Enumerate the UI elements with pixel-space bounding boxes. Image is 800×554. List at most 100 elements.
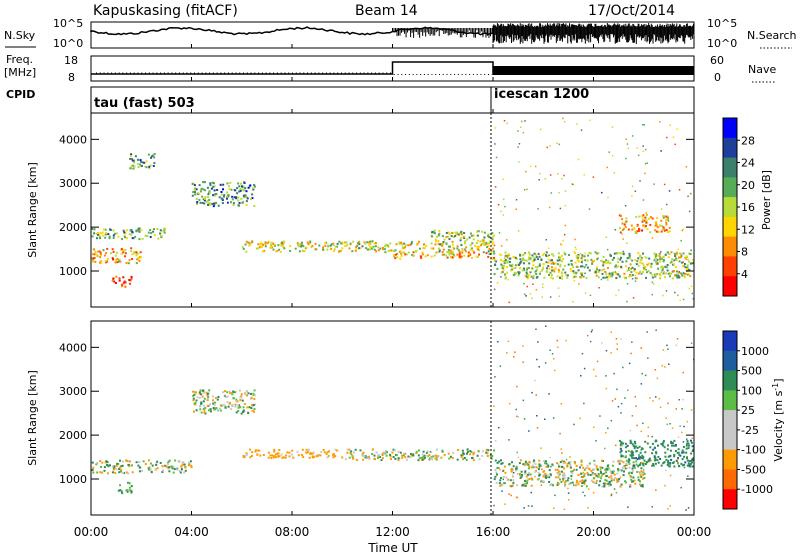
range-cell xyxy=(531,254,534,257)
range-cell xyxy=(611,258,614,261)
range-cell xyxy=(377,246,380,249)
range-cell xyxy=(206,405,209,407)
range-cell xyxy=(239,396,242,399)
scatter-cell xyxy=(688,210,691,213)
range-cell xyxy=(203,397,206,400)
range-cell xyxy=(230,188,233,191)
range-cell xyxy=(131,258,134,260)
range-cell xyxy=(691,461,693,464)
range-cell xyxy=(119,260,122,263)
colorbar-tick-label: -500 xyxy=(741,463,766,476)
scatter-cell xyxy=(611,155,614,157)
range-cell xyxy=(246,197,249,200)
range-cell xyxy=(441,449,444,452)
nave-dot xyxy=(280,72,282,74)
scatter-cell xyxy=(681,229,684,232)
range-cell xyxy=(394,249,397,252)
range-cell xyxy=(238,190,241,193)
range-cell xyxy=(577,474,580,476)
range-cell xyxy=(661,267,664,270)
range-cell xyxy=(597,271,600,274)
range-cell xyxy=(527,463,530,466)
range-cell xyxy=(148,165,151,168)
range-cell xyxy=(533,459,535,462)
range-cell xyxy=(545,254,547,257)
velocity-ylabel: Slant Range [km] xyxy=(26,370,39,466)
scatter-cell xyxy=(631,195,633,197)
range-cell xyxy=(249,456,252,459)
range-cell xyxy=(443,238,446,241)
range-cell xyxy=(607,261,610,264)
range-cell xyxy=(583,468,586,471)
range-cell xyxy=(648,257,651,260)
colorbar-segment xyxy=(723,350,737,372)
range-cell xyxy=(213,404,216,407)
range-cell xyxy=(599,480,602,483)
nave-dot xyxy=(276,72,278,74)
frequency-trace xyxy=(91,61,494,75)
colorbar-tick-label: 1000 xyxy=(741,345,769,358)
range-cell xyxy=(390,458,392,460)
range-cell xyxy=(632,461,635,464)
range-cell xyxy=(519,474,522,476)
range-cell xyxy=(450,235,453,238)
scatter-cell xyxy=(660,208,663,210)
scatter-cell xyxy=(557,287,560,289)
scatter-cell xyxy=(669,474,672,477)
range-cell xyxy=(352,457,355,460)
range-cell xyxy=(206,199,209,202)
range-cell xyxy=(379,456,382,458)
range-cell xyxy=(207,395,210,398)
range-cell xyxy=(554,468,557,471)
range-cell xyxy=(567,477,570,480)
range-cell xyxy=(537,468,540,471)
scatter-cell xyxy=(619,476,622,479)
range-cell xyxy=(208,199,211,201)
range-cell xyxy=(322,246,325,249)
range-cell xyxy=(472,234,475,237)
range-cell xyxy=(279,250,282,253)
range-cell xyxy=(241,399,244,402)
range-cell xyxy=(387,250,390,253)
scatter-cell xyxy=(666,344,668,347)
scatter-cell xyxy=(653,283,655,285)
range-cell xyxy=(556,259,559,262)
range-cell xyxy=(349,242,352,245)
range-cell xyxy=(344,244,347,247)
range-cell xyxy=(422,247,425,250)
range-cell xyxy=(274,243,276,246)
range-cell xyxy=(662,215,665,218)
range-cell xyxy=(485,451,488,454)
range-cell xyxy=(572,270,575,273)
range-cell xyxy=(418,449,420,452)
range-cell xyxy=(692,457,694,460)
scatter-cell xyxy=(651,435,653,438)
range-cell xyxy=(428,458,431,461)
range-cell xyxy=(369,248,371,251)
range-cell xyxy=(675,258,678,261)
range-cell xyxy=(389,242,392,245)
range-cell xyxy=(656,226,659,229)
colorbar-segment xyxy=(723,370,737,391)
range-cell xyxy=(421,253,424,256)
scatter-cell xyxy=(494,186,497,188)
range-cell xyxy=(439,243,442,246)
range-cell xyxy=(311,455,314,458)
range-cell xyxy=(537,252,540,255)
range-cell xyxy=(237,410,240,412)
range-cell xyxy=(224,405,227,408)
range-cell xyxy=(207,202,210,205)
range-cell xyxy=(632,476,635,479)
range-cell xyxy=(425,451,428,454)
range-cell xyxy=(657,231,660,234)
range-cell xyxy=(530,484,533,487)
range-cell xyxy=(456,245,459,248)
range-cell xyxy=(522,262,525,265)
range-cell xyxy=(326,248,329,251)
range-cell xyxy=(636,458,639,461)
range-cell xyxy=(653,459,656,462)
range-cell xyxy=(263,249,266,252)
range-cell xyxy=(524,470,527,473)
nave-dot xyxy=(152,72,154,74)
range-cell xyxy=(231,404,234,406)
